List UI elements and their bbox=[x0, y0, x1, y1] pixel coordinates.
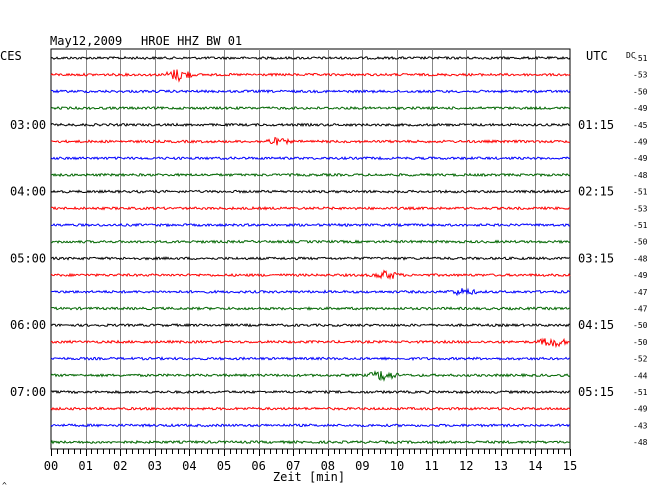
dc-offset-label: -45 bbox=[633, 121, 648, 130]
x-tick-label: 11 bbox=[424, 459, 438, 473]
trace-row bbox=[50, 269, 571, 281]
dc-offset-label: -51 bbox=[633, 388, 648, 397]
dc-label: DC bbox=[626, 51, 636, 60]
trace-row bbox=[50, 389, 571, 395]
right-hour-label: 02:15 bbox=[578, 185, 614, 199]
trace-row bbox=[50, 406, 571, 411]
dc-offset-label: -49 bbox=[633, 405, 648, 414]
trace-row bbox=[50, 105, 571, 111]
trace-row bbox=[50, 89, 571, 94]
right-hour-label: 05:15 bbox=[578, 385, 614, 399]
left-hour-label: 06:00 bbox=[10, 318, 46, 332]
dc-offset-labels: -51 -53 -50 -49 -45 -49 -49 -48 -51 -53 -51 -50 -48 -… bbox=[633, 54, 648, 447]
plot-frame bbox=[50, 48, 571, 450]
x-tick-label: 08 bbox=[321, 459, 335, 473]
trace-row bbox=[50, 222, 571, 228]
dc-offset-label: -49 bbox=[633, 138, 648, 147]
dc-offset-label: -52 bbox=[633, 355, 648, 364]
x-tick-label: 15 bbox=[563, 459, 577, 473]
trace-row bbox=[50, 69, 571, 83]
x-tick-label: 04 bbox=[182, 459, 196, 473]
right-hour-label: 04:15 bbox=[578, 318, 614, 332]
trace-row bbox=[50, 239, 571, 244]
x-tick-label: 13 bbox=[494, 459, 508, 473]
x-tick-label: 06 bbox=[251, 459, 265, 473]
dc-offset-label: -47 bbox=[633, 288, 648, 297]
seismic-traces bbox=[50, 55, 571, 445]
left-hour-label: 07:00 bbox=[10, 385, 46, 399]
dc-offset-label: -48 bbox=[633, 438, 648, 447]
dc-offset-label: -53 bbox=[633, 204, 648, 213]
left-hour-labels: 03:00 04:00 05:00 06:00 07:00 bbox=[10, 118, 46, 399]
right-hour-label: 03:15 bbox=[578, 251, 614, 265]
trace-row bbox=[50, 423, 571, 428]
left-hour-label: 05:00 bbox=[10, 251, 46, 265]
trace-row bbox=[50, 306, 571, 311]
trace-row bbox=[50, 370, 571, 382]
x-tick-label: 03 bbox=[148, 459, 162, 473]
trace-row bbox=[50, 122, 571, 128]
grid bbox=[50, 48, 571, 450]
dc-offset-label: -44 bbox=[633, 371, 648, 380]
x-tick-label: 12 bbox=[459, 459, 473, 473]
dc-offset-label: -48 bbox=[633, 171, 648, 180]
dc-offset-label: -49 bbox=[633, 154, 648, 163]
dc-offset-label: -43 bbox=[633, 421, 648, 430]
dc-offset-label: -50 bbox=[633, 238, 648, 247]
right-hour-label: 01:15 bbox=[578, 118, 614, 132]
trace-row bbox=[50, 205, 571, 211]
dc-offset-label: -51 bbox=[633, 188, 648, 197]
trace-row bbox=[50, 287, 571, 297]
trace-row bbox=[50, 172, 571, 178]
left-timezone-label: CES bbox=[0, 49, 22, 63]
right-hour-labels: 01:15 02:15 03:15 04:15 05:15 bbox=[578, 118, 614, 399]
x-tick-label: 00 bbox=[44, 459, 58, 473]
trace-row bbox=[50, 356, 571, 361]
trace-row bbox=[50, 337, 571, 349]
dc-offset-label: -49 bbox=[633, 104, 648, 113]
trace-row bbox=[50, 189, 571, 194]
x-axis: 00 01 02 03 04 05 06 07 08 09 10 11 12 13 14 15 bbox=[44, 449, 577, 473]
x-tick-label: 09 bbox=[355, 459, 369, 473]
trace-row bbox=[50, 439, 571, 445]
trace-row bbox=[50, 256, 571, 261]
dc-offset-label: -47 bbox=[633, 305, 648, 314]
x-tick-label: 07 bbox=[286, 459, 300, 473]
x-tick-label: 01 bbox=[78, 459, 92, 473]
corner-mark: ^ bbox=[2, 481, 7, 490]
x-axis-label: Zeit [min] bbox=[273, 470, 345, 484]
dc-offset-label: -50 bbox=[633, 321, 648, 330]
dc-offset-label: -51 bbox=[633, 54, 648, 63]
x-tick-label: 02 bbox=[113, 459, 127, 473]
dc-offset-label: -53 bbox=[633, 71, 648, 80]
x-tick-label: 05 bbox=[217, 459, 231, 473]
dc-offset-label: -48 bbox=[633, 254, 648, 263]
dc-offset-label: -50 bbox=[633, 87, 648, 96]
trace-row bbox=[50, 136, 571, 146]
trace-row bbox=[50, 155, 571, 161]
chart-title: May12,2009 bbox=[50, 34, 122, 48]
right-timezone-label: UTC bbox=[586, 49, 608, 63]
station-label: HROE HHZ BW 01 bbox=[141, 34, 242, 48]
x-tick-label: 14 bbox=[528, 459, 542, 473]
left-hour-label: 04:00 bbox=[10, 185, 46, 199]
trace-row bbox=[50, 322, 571, 328]
left-hour-label: 03:00 bbox=[10, 118, 46, 132]
dc-offset-label: -50 bbox=[633, 338, 648, 347]
x-tick-label: 10 bbox=[390, 459, 404, 473]
dc-offset-label: -51 bbox=[633, 221, 648, 230]
dc-offset-label: -49 bbox=[633, 271, 648, 280]
trace-row bbox=[50, 55, 571, 61]
